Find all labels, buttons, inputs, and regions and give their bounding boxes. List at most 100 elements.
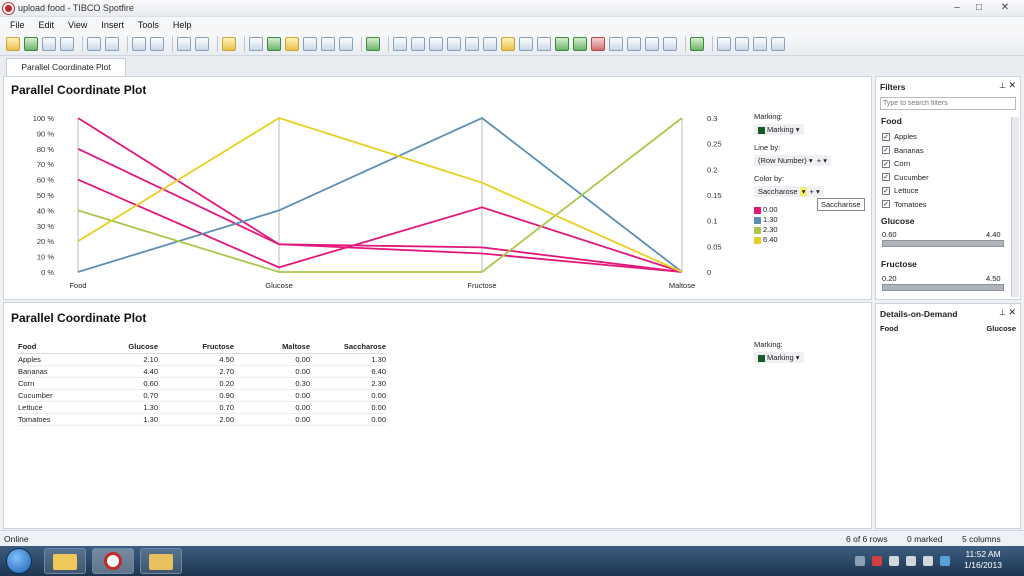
parallel-plot-panel[interactable]: Parallel Coordinate Plot 100 % 90 % 80 % 70… <box>3 76 872 300</box>
checkbox-checked-icon[interactable]: ✓ <box>882 186 890 195</box>
redo-icon[interactable] <box>195 36 209 51</box>
legend-item[interactable]: 2.30 <box>754 225 864 234</box>
table-row[interactable]: Corn 0.60 0.20 0.30 2.30 <box>18 377 386 390</box>
box-plot-icon[interactable] <box>645 36 659 51</box>
col-maltose[interactable]: Maltose <box>234 340 310 354</box>
minimize-button[interactable]: – <box>954 2 960 13</box>
table-row[interactable]: Cucumber 0.70 0.90 0.00 0.00 <box>18 389 386 402</box>
tray-network-icon[interactable] <box>940 556 950 566</box>
tray-arrow-icon[interactable] <box>855 556 865 566</box>
menu-insert[interactable]: Insert <box>101 19 124 30</box>
start-button-icon[interactable] <box>6 548 32 574</box>
checkbox-checked-icon[interactable]: ✓ <box>882 159 890 168</box>
back-icon[interactable] <box>222 36 236 51</box>
lineby-dropdown[interactable]: (Row Number) ▾ + ▾ <box>754 155 832 166</box>
graphical-table-icon[interactable] <box>429 36 443 51</box>
table-marking-dropdown[interactable]: Marking ▾ <box>754 352 804 363</box>
colorby-dropdown[interactable]: Saccharose ▾ + ▾ <box>754 186 824 197</box>
taskbar-clock[interactable]: 11:52 AM 1/16/2013 <box>964 549 1002 571</box>
pie-chart-icon[interactable] <box>501 36 515 51</box>
filters-scrollbar[interactable] <box>1011 117 1019 297</box>
open-icon[interactable] <box>6 36 20 51</box>
split-icon[interactable] <box>717 36 731 51</box>
legend-item[interactable]: 6.40 <box>754 235 864 244</box>
split-horizontal-icon[interactable] <box>753 36 767 51</box>
marking-dropdown[interactable]: Marking ▾ <box>754 124 804 135</box>
food-filter-item[interactable]: ✓ Apples <box>882 132 917 141</box>
explorer-task-icon[interactable] <box>44 548 86 574</box>
table-row[interactable]: Tomatoes 1.30 2.00 0.00 0.00 <box>18 413 386 426</box>
checkbox-checked-icon[interactable]: ✓ <box>882 173 890 181</box>
close-button[interactable]: ✕ <box>1000 2 1010 13</box>
checkbox-checked-icon[interactable]: ✓ <box>882 146 890 154</box>
paste-icon[interactable] <box>150 36 164 51</box>
fructose-range-slider[interactable] <box>882 284 1004 291</box>
split-vertical-icon[interactable] <box>735 36 749 51</box>
tray-volume-icon[interactable] <box>923 556 933 566</box>
pin-icon[interactable]: ⊥ <box>999 81 1006 90</box>
food-filter-item[interactable]: ✓ Lettuce <box>882 186 919 195</box>
details-close-icon[interactable]: ✕ <box>1008 307 1016 317</box>
col-saccharose[interactable]: Saccharose <box>310 340 386 354</box>
menu-file[interactable]: File <box>10 19 25 30</box>
col-glucose[interactable]: Glucose <box>88 340 158 354</box>
glucose-range-slider[interactable] <box>882 240 1004 247</box>
undo-icon[interactable] <box>177 36 191 51</box>
table-row[interactable]: Bananas 4.40 2.70 0.00 6.40 <box>18 365 386 378</box>
layout-icon[interactable] <box>690 36 704 51</box>
col-food[interactable]: Food <box>18 340 88 354</box>
reload-icon[interactable] <box>42 36 56 51</box>
tray-power-icon[interactable] <box>889 556 899 566</box>
colorby-chevron-icon[interactable]: ▾ <box>799 187 808 196</box>
legend-item[interactable]: 0.00 <box>754 205 864 214</box>
combination-chart-icon[interactable] <box>483 36 497 51</box>
table-row[interactable]: Apples 2.10 4.50 0.00 1.30 <box>18 353 386 366</box>
table-row[interactable]: Lettuce 1.30 0.70 0.00 0.00 <box>18 401 386 414</box>
filter-icon[interactable] <box>249 36 263 51</box>
print-icon[interactable] <box>87 36 101 51</box>
bookmark-icon[interactable] <box>303 36 317 51</box>
menu-tools[interactable]: Tools <box>137 19 159 30</box>
food-filter-item[interactable]: ✓ Bananas <box>882 146 924 155</box>
3d-scatter-icon[interactable] <box>537 36 551 51</box>
summary-table-icon[interactable] <box>627 36 641 51</box>
lists-icon[interactable] <box>321 36 335 51</box>
tray-flag-icon[interactable] <box>906 556 916 566</box>
table-panel[interactable]: Parallel Coordinate Plot Food Glucose Fr… <box>3 302 872 529</box>
food-filter-item[interactable]: ✓ Tomatoes <box>882 200 927 209</box>
spotfire-task-icon[interactable] <box>92 548 134 574</box>
parallel-plot-icon[interactable] <box>609 36 623 51</box>
heat-map-icon[interactable] <box>591 36 605 51</box>
menu-help[interactable]: Help <box>172 19 192 30</box>
copy-icon[interactable] <box>132 36 146 51</box>
folder-task-icon[interactable] <box>140 548 182 574</box>
treemap-icon[interactable] <box>573 36 587 51</box>
cross-table-icon[interactable] <box>411 36 425 51</box>
data-table[interactable]: Food Glucose Fructose Maltose Saccharose… <box>18 340 386 426</box>
checkbox-checked-icon[interactable]: ✓ <box>882 200 890 208</box>
tray-security-icon[interactable] <box>872 556 882 566</box>
parallel-coordinate-chart[interactable]: 100 % 90 % 80 % 70 % 60 % 50 % 40 % 30 % 20 % 10 … <box>4 77 744 301</box>
save-icon[interactable] <box>60 36 74 51</box>
filters-close-icon[interactable]: ✕ <box>1008 80 1016 90</box>
menu-view[interactable]: View <box>68 19 88 30</box>
menu-edit[interactable]: Edit <box>38 19 55 30</box>
food-filter-item[interactable]: ✓ Corn <box>882 159 910 168</box>
col-fructose[interactable]: Fructose <box>158 340 234 354</box>
add-data-icon[interactable] <box>24 36 38 51</box>
bar-chart-icon[interactable] <box>447 36 461 51</box>
legend-item[interactable]: 1.30 <box>754 215 864 224</box>
tags-icon[interactable] <box>285 36 299 51</box>
food-filter-item[interactable]: ✓ Cucumber <box>882 173 929 182</box>
line-chart-icon[interactable] <box>465 36 479 51</box>
maximize-button[interactable]: □ <box>975 2 983 13</box>
export-icon[interactable] <box>105 36 119 51</box>
text-area-icon[interactable] <box>663 36 677 51</box>
checkbox-checked-icon[interactable]: ✓ <box>882 132 890 141</box>
details-icon[interactable] <box>339 36 353 51</box>
data-panel-icon[interactable] <box>267 36 281 51</box>
tab-parallel-coordinate-plot[interactable]: Parallel Coordinate Plot <box>6 58 126 76</box>
maximize-visual-icon[interactable] <box>771 36 785 51</box>
scatter-plot-icon[interactable] <box>519 36 533 51</box>
new-page-icon[interactable] <box>366 36 380 51</box>
